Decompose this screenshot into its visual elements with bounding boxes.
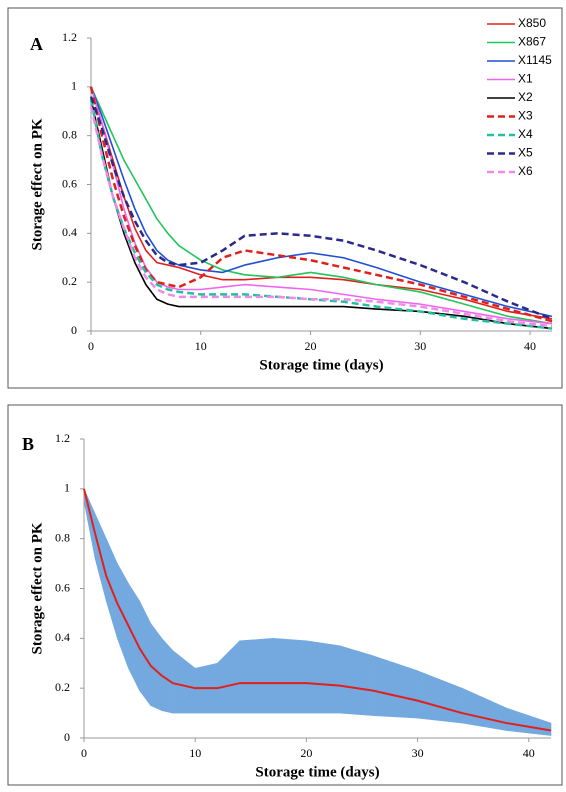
legend-label: X1: [518, 72, 533, 86]
legend-label: X4: [518, 127, 533, 141]
band: [139, 600, 152, 707]
panel-label: A: [30, 34, 43, 54]
legend-label: X1145: [518, 53, 552, 67]
band: [417, 670, 463, 724]
band: [172, 650, 196, 714]
series-line: [90, 98, 553, 330]
y-tick-label: 1.2: [55, 431, 70, 445]
y-tick-label: 0: [64, 730, 70, 744]
y-tick-label: 1.2: [62, 30, 77, 44]
x-tick-label: 30: [414, 339, 426, 353]
mean-line: [83, 488, 552, 732]
band: [339, 645, 374, 716]
x-axis-title: Storage time (days): [259, 357, 383, 373]
band: [461, 687, 507, 731]
series-line: [89, 96, 553, 320]
x-tick-label: 20: [300, 746, 312, 760]
x-tick-label: 0: [88, 339, 94, 353]
series-line: [89, 106, 553, 328]
legend-label: X2: [518, 90, 533, 104]
y-tick-label: 0.2: [55, 680, 70, 694]
band: [239, 638, 274, 714]
y-tick-label: 0.6: [55, 580, 70, 594]
series-line: [90, 86, 553, 325]
x-tick-label: 40: [524, 339, 536, 353]
band: [372, 655, 418, 719]
y-axis-title: Storage effect on PK: [29, 522, 45, 654]
band: [306, 640, 341, 714]
y-tick-label: 1: [71, 79, 77, 93]
x-tick-label: 10: [195, 339, 207, 353]
x-tick-label: 20: [305, 339, 317, 353]
y-tick-label: 0.8: [55, 530, 70, 544]
panel-frame: [7, 7, 563, 389]
band: [217, 640, 240, 714]
band: [506, 707, 552, 736]
legend-label: X3: [518, 109, 533, 123]
series-line: [90, 86, 553, 318]
band: [272, 638, 307, 714]
y-tick-label: 0.6: [62, 176, 77, 190]
series-line: [90, 86, 553, 325]
y-tick-label: 1: [64, 481, 70, 495]
x-axis-title: Storage time (days): [255, 764, 379, 780]
panel-label: B: [22, 434, 34, 454]
series-line: [89, 98, 553, 330]
series-line: [89, 86, 553, 323]
legend-label: X850: [518, 16, 546, 30]
y-axis-title: Storage effect on PK: [29, 118, 45, 250]
x-tick-label: 30: [412, 746, 424, 760]
legend-label: X6: [518, 164, 533, 178]
y-tick-label: 0: [71, 323, 77, 337]
x-tick-label: 0: [81, 746, 87, 760]
panel-frame: [7, 404, 563, 786]
x-tick-label: 40: [523, 746, 535, 760]
y-tick-label: 0.4: [62, 225, 77, 239]
x-tick-label: 10: [189, 746, 201, 760]
y-tick-label: 0.4: [55, 630, 70, 644]
y-tick-label: 0.2: [62, 274, 77, 288]
y-tick-label: 0.8: [62, 127, 77, 141]
legend-label: X867: [518, 35, 546, 49]
legend-label: X5: [518, 146, 533, 160]
